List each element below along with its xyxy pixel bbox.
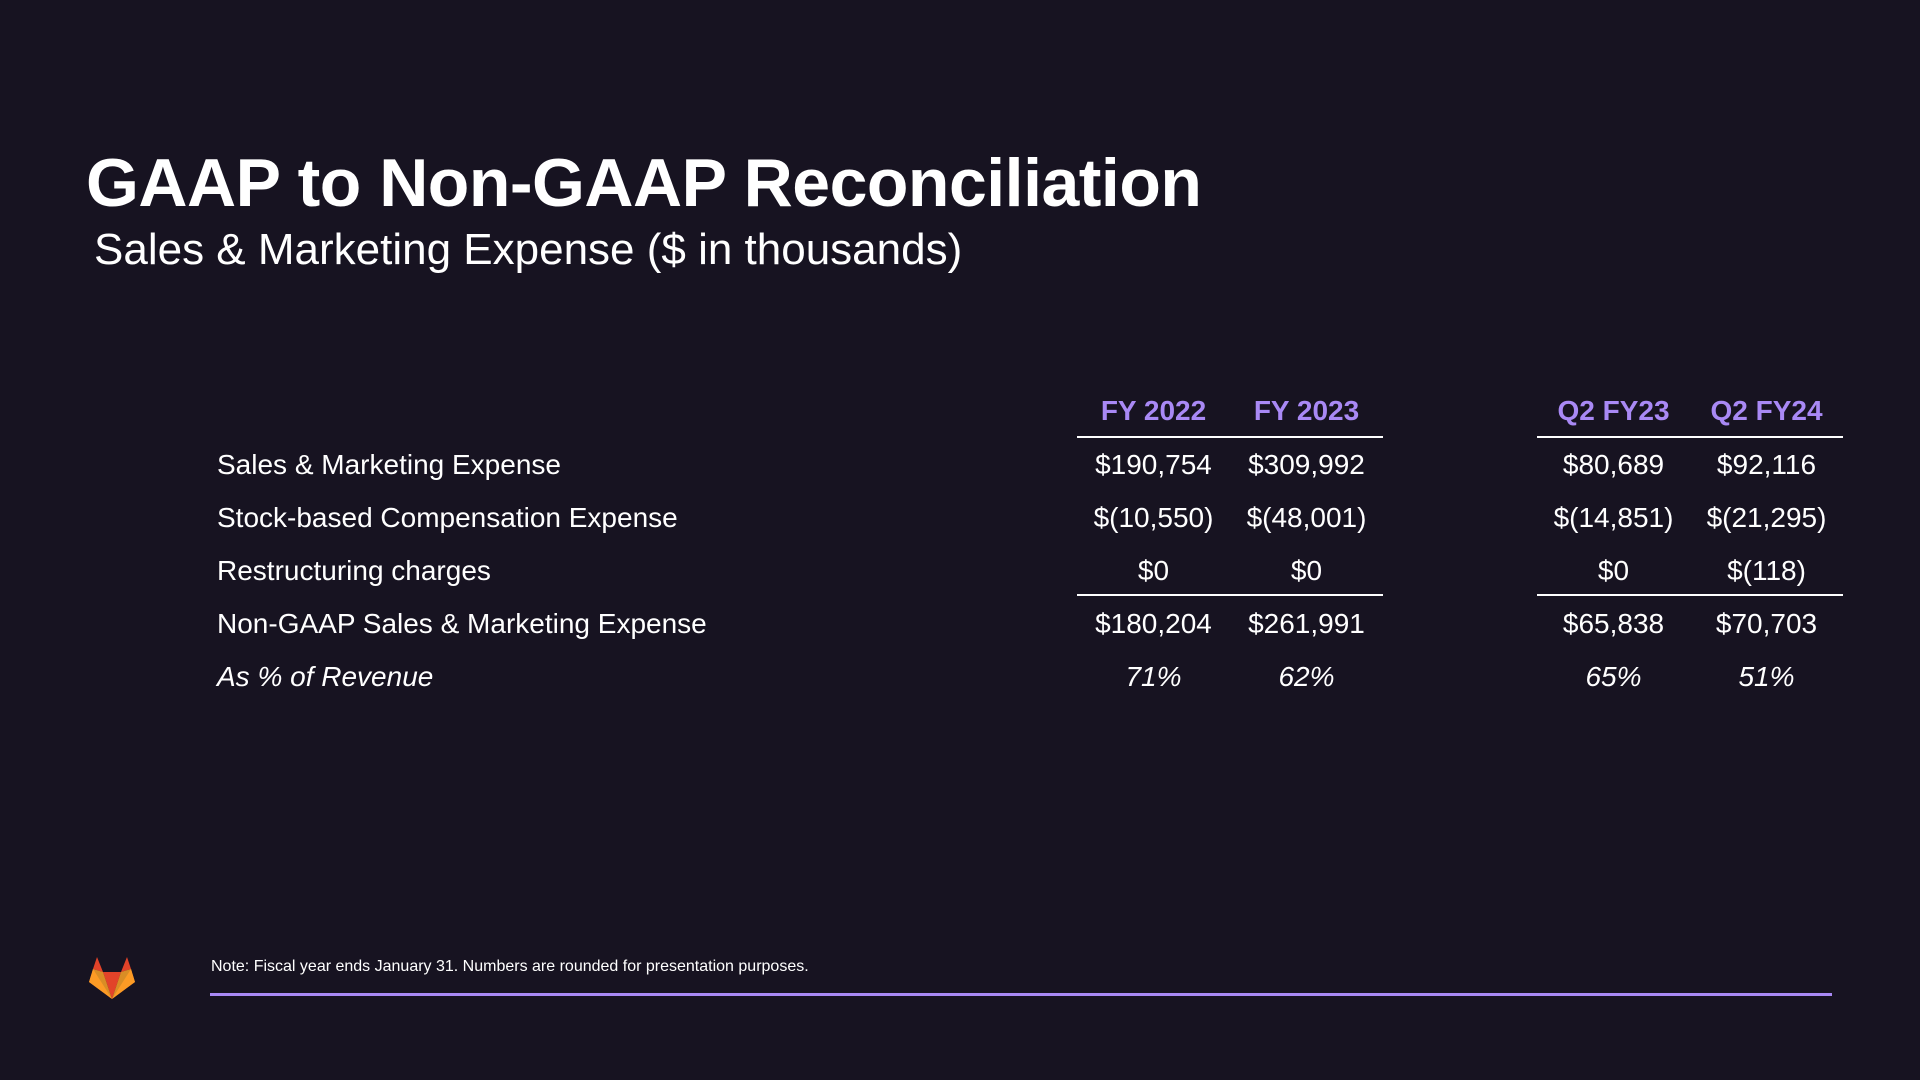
gitlab-tanuki-icon — [88, 956, 136, 1000]
column-header-fy2022: FY 2022 — [1100, 395, 1207, 426]
table-row-non-gaap-total: Non-GAAP Sales & Marketing Expense $180,… — [217, 597, 1845, 650]
subtotal-rule-quarters — [1537, 594, 1843, 596]
table-header-row: FY 2022 FY 2023 Q2 FY23 Q2 FY24 — [217, 386, 1845, 438]
table-cell: 71% — [1125, 661, 1182, 692]
row-label: Restructuring charges — [217, 555, 491, 586]
table-cell: 51% — [1738, 661, 1795, 692]
column-header-q2fy24: Q2 FY24 — [1710, 395, 1823, 426]
subtotal-rule-fiscal-years — [1077, 594, 1383, 596]
table-cell: $92,116 — [1716, 449, 1817, 480]
table-row-stock-comp: Stock-based Compensation Expense $(10,55… — [217, 491, 1845, 544]
row-label: Non-GAAP Sales & Marketing Expense — [217, 608, 707, 639]
table-cell: $309,992 — [1248, 449, 1365, 480]
table-row-restructuring: Restructuring charges $0 $0 $0 $(118) — [217, 544, 1845, 597]
table-cell: $180,204 — [1095, 608, 1212, 639]
table-cell: 65% — [1585, 661, 1642, 692]
table-cell: $70,703 — [1715, 608, 1818, 639]
column-header-q2fy23: Q2 FY23 — [1557, 395, 1670, 426]
table-cell: $261,991 — [1248, 608, 1365, 639]
header-underline-quarters — [1537, 436, 1843, 438]
column-header-fy2023: FY 2023 — [1253, 395, 1360, 426]
table-cell: $(14,851) — [1553, 502, 1674, 533]
table-cell: $190,754 — [1095, 449, 1212, 480]
table-cell: $(48,001) — [1246, 502, 1367, 533]
slide-title: GAAP to Non-GAAP Reconciliation — [86, 145, 1202, 221]
footer-divider — [210, 993, 1832, 996]
slide-subtitle: Sales & Marketing Expense ($ in thousand… — [94, 225, 963, 274]
table-row-percent-revenue: As % of Revenue 71% 62% 65% 51% — [217, 650, 1845, 703]
table-cell: $80,689 — [1562, 449, 1665, 480]
table-cell: $0 — [1137, 555, 1170, 586]
table-row-sales-marketing: Sales & Marketing Expense $190,754 $309,… — [217, 438, 1845, 491]
reconciliation-table: FY 2022 FY 2023 Q2 FY23 Q2 FY24 Sales & … — [217, 386, 1845, 703]
table-cell: 62% — [1278, 661, 1335, 692]
header-underline-fiscal-years — [1077, 436, 1383, 438]
footnote: Note: Fiscal year ends January 31. Numbe… — [211, 958, 809, 975]
row-label: As % of Revenue — [217, 661, 434, 692]
table-cell: $(10,550) — [1093, 502, 1214, 533]
row-label: Stock-based Compensation Expense — [217, 502, 678, 533]
table-cell: $0 — [1290, 555, 1323, 586]
table-cell: $65,838 — [1562, 608, 1665, 639]
row-label: Sales & Marketing Expense — [217, 449, 561, 480]
table-cell: $(21,295) — [1706, 502, 1827, 533]
table-cell: $0 — [1597, 555, 1630, 586]
table-cell: $(118) — [1727, 555, 1806, 586]
